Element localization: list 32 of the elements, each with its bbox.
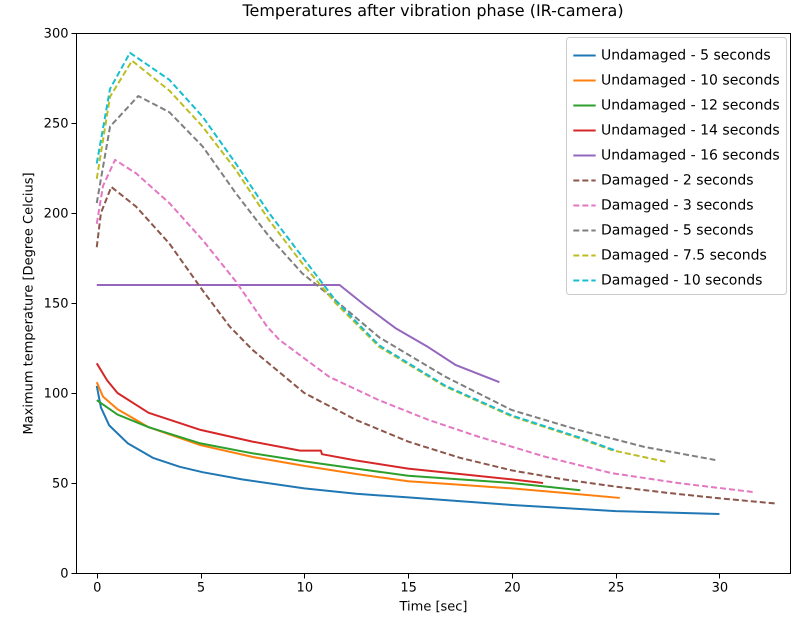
x-tick-label: 10: [296, 580, 314, 596]
x-tick-label: 20: [504, 580, 521, 596]
legend-label: Damaged - 3 seconds: [601, 198, 754, 214]
legend-label: Damaged - 5 seconds: [601, 222, 754, 238]
y-tick-label: 200: [44, 206, 68, 222]
legend-label: Damaged - 2 seconds: [601, 172, 754, 188]
x-tick-label: 5: [196, 580, 206, 596]
x-tick-label: 25: [608, 580, 624, 596]
line-series: [96, 399, 582, 492]
legend-label: Damaged - 10 seconds: [601, 272, 762, 288]
y-tick-label: 0: [60, 566, 68, 582]
x-tick-label: 30: [712, 580, 728, 596]
y-tick-label: 150: [44, 296, 68, 312]
x-tick-label: 15: [400, 580, 417, 596]
line-series: [96, 284, 500, 384]
line-series: [96, 362, 544, 484]
y-tick-label: 100: [44, 386, 68, 402]
legend-label: Undamaged - 5 seconds: [601, 48, 771, 64]
x-tick-label: 0: [93, 580, 102, 596]
legend-label: Undamaged - 10 seconds: [601, 72, 780, 88]
y-tick-label: 300: [44, 26, 68, 42]
y-axis-title: Maximum temperature [Degree Celcius]: [22, 172, 37, 435]
legend-label: Undamaged - 16 seconds: [601, 148, 780, 164]
legend-label: Undamaged - 14 seconds: [601, 122, 780, 138]
x-axis-title: Time [sec]: [398, 600, 468, 614]
line-series: [96, 381, 621, 499]
y-tick-label: 250: [44, 116, 68, 132]
legend-label: Damaged - 7.5 seconds: [601, 248, 767, 264]
chart-title: Temperatures after vibration phase (IR-camera): [241, 1, 624, 20]
legend-label: Undamaged - 12 seconds: [601, 98, 780, 114]
line-series: [96, 384, 720, 515]
y-tick-label: 50: [52, 476, 68, 492]
